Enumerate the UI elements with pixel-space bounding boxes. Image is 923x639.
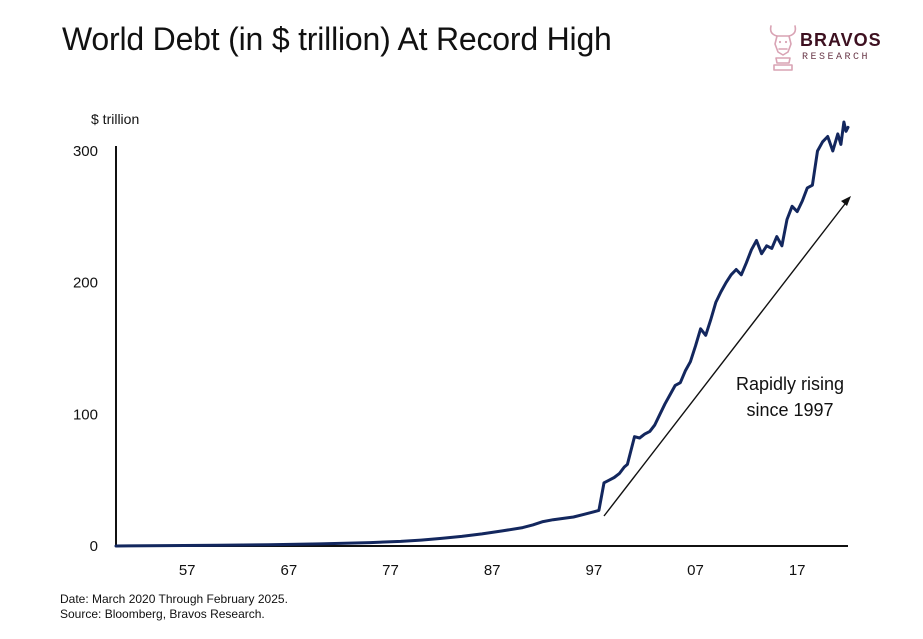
brand-logo: BRAVOS RESEARCH: [766, 22, 896, 76]
x-tick-labels: 57 67 77 87 97 07 17: [179, 562, 806, 579]
x-tick-label: 67: [280, 562, 297, 579]
trend-arrow: [603, 199, 849, 517]
x-tick-label: 57: [179, 562, 196, 579]
annotation-line2: since 1997: [746, 400, 833, 420]
brand-tagline: RESEARCH: [802, 52, 871, 63]
y-tick-label: 0: [90, 538, 98, 555]
series-line: [114, 120, 850, 548]
x-tick-label: 97: [585, 562, 602, 579]
bull-head-knight-icon: [769, 25, 797, 71]
x-tick-label: 87: [484, 562, 501, 579]
page-title: World Debt (in $ trillion) At Record Hig…: [62, 21, 612, 57]
footnote-source: Source: Bloomberg, Bravos Research.: [60, 607, 265, 621]
y-tick-label: 300: [73, 143, 98, 160]
x-tick-label: 17: [789, 562, 806, 579]
annotation-line1: Rapidly rising: [736, 374, 844, 394]
y-tick-label: 100: [73, 406, 98, 423]
x-tick-label: 77: [382, 562, 399, 579]
footnote-date: Date: March 2020 Through February 2025.: [60, 592, 288, 606]
y-tick-label: 200: [73, 275, 98, 292]
x-tick-label: 07: [687, 562, 704, 579]
y-axis-label: $ trillion: [91, 111, 139, 127]
chart: $ trillion 0 100 200 300 57 67 77 87 97 07 17 Rap…: [73, 111, 851, 579]
brand-name: BRAVOS: [800, 30, 882, 50]
trend-arrowhead: [841, 196, 851, 206]
y-tick-labels: 0 100 200 300: [73, 143, 98, 555]
